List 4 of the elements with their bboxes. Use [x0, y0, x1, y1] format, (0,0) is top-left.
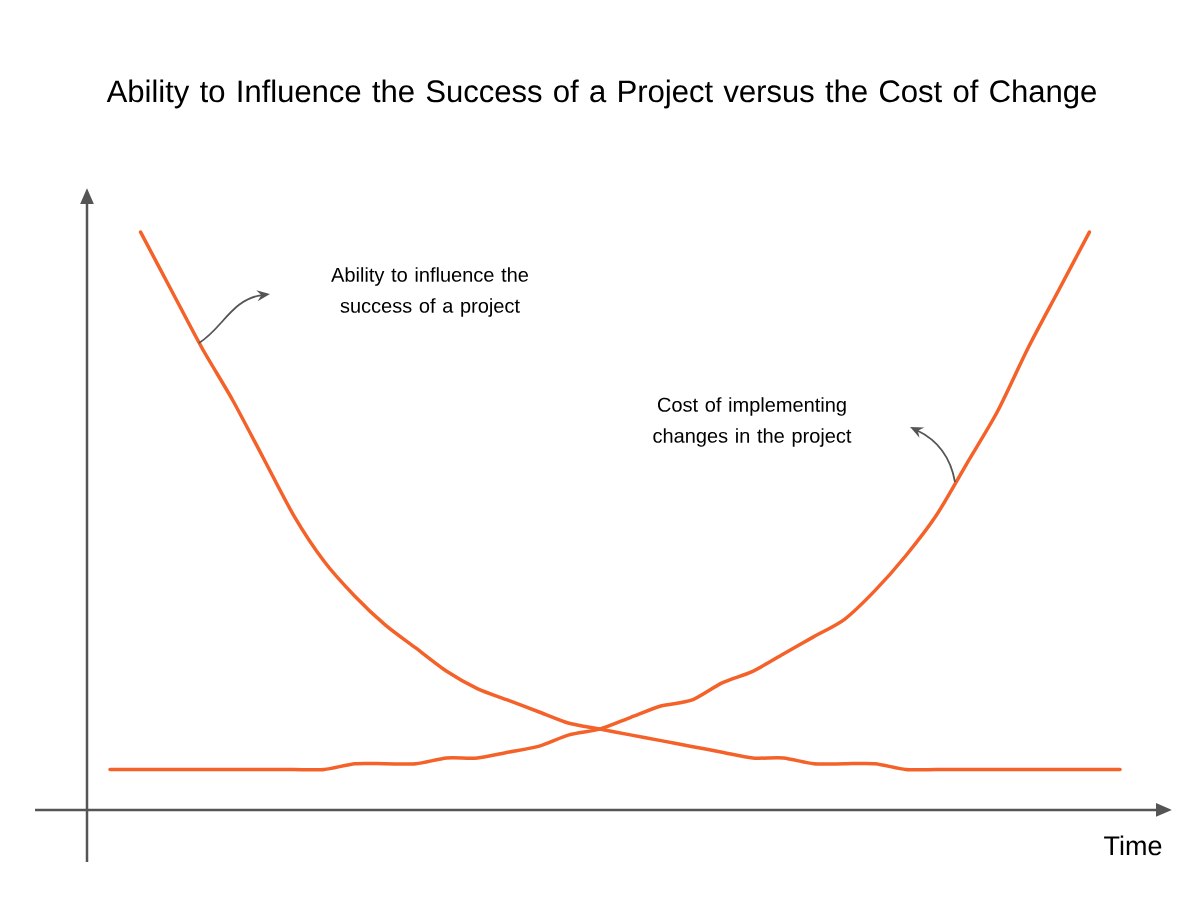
annotation: Cost of implementing changes in the project: [653, 397, 852, 447]
chart-title: Ability to Influence the Success of a Project versus the Cost of Change: [106, 79, 1096, 109]
x-axis-title: Time: [1104, 835, 1162, 856]
annotation: Ability to influence the success of a project: [331, 267, 529, 317]
